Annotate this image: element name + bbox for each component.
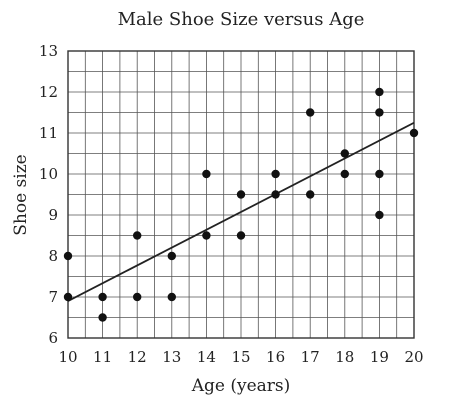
- data-point: [271, 190, 280, 199]
- x-tick-label: 11: [93, 348, 112, 366]
- data-point: [306, 190, 315, 199]
- x-tick-label: 10: [58, 348, 77, 366]
- data-point: [202, 169, 211, 179]
- x-axis-label: Age (years): [191, 376, 291, 396]
- y-tick-label: 9: [48, 206, 58, 224]
- x-tick-label: 20: [404, 348, 423, 366]
- plot-frame: [67, 50, 415, 339]
- y-tick-label: 6: [48, 329, 58, 347]
- x-tick-label: 17: [301, 348, 320, 366]
- data-point: [271, 169, 280, 179]
- data-point: [375, 210, 384, 220]
- x-tick-label: 14: [197, 348, 216, 366]
- data-point: [375, 87, 384, 97]
- y-tick-label: 7: [48, 288, 58, 306]
- data-point: [375, 108, 384, 117]
- data-point: [98, 292, 107, 302]
- data-point: [63, 251, 73, 261]
- data-point: [167, 292, 176, 302]
- data-point: [202, 231, 211, 240]
- data-point: [167, 251, 176, 261]
- y-tick-label: 11: [39, 124, 58, 142]
- y-tick-label: 8: [48, 247, 58, 265]
- data-point: [133, 292, 142, 302]
- data-point: [340, 149, 349, 158]
- x-tick-label: 18: [335, 348, 354, 366]
- y-tick-labels: 6 7 8 9 10 11 12 13: [39, 42, 58, 347]
- x-tick-label: 16: [266, 348, 285, 366]
- data-point: [375, 169, 384, 179]
- data-point: [306, 108, 315, 117]
- chart-title: Male Shoe Size versus Age: [118, 9, 365, 30]
- data-point: [340, 169, 349, 179]
- data-points: [63, 87, 419, 322]
- data-point: [133, 231, 142, 240]
- data-point: [236, 231, 246, 240]
- y-axis-label: Shoe size: [11, 154, 31, 235]
- x-tick-label: 13: [162, 348, 181, 366]
- x-tick-label: 15: [231, 348, 250, 366]
- y-tick-label: 12: [39, 83, 58, 101]
- data-point: [236, 190, 246, 199]
- x-tick-labels: 10 11 12 13 14 15 16 17 18 19 20: [58, 348, 423, 366]
- data-point: [63, 292, 73, 302]
- x-tick-label: 19: [370, 348, 389, 366]
- trend-line: [67, 121, 415, 302]
- x-tick-label: 12: [128, 348, 147, 366]
- data-point: [98, 313, 107, 322]
- y-tick-label: 13: [39, 42, 58, 60]
- data-point: [409, 128, 419, 138]
- y-tick-label: 10: [39, 165, 58, 183]
